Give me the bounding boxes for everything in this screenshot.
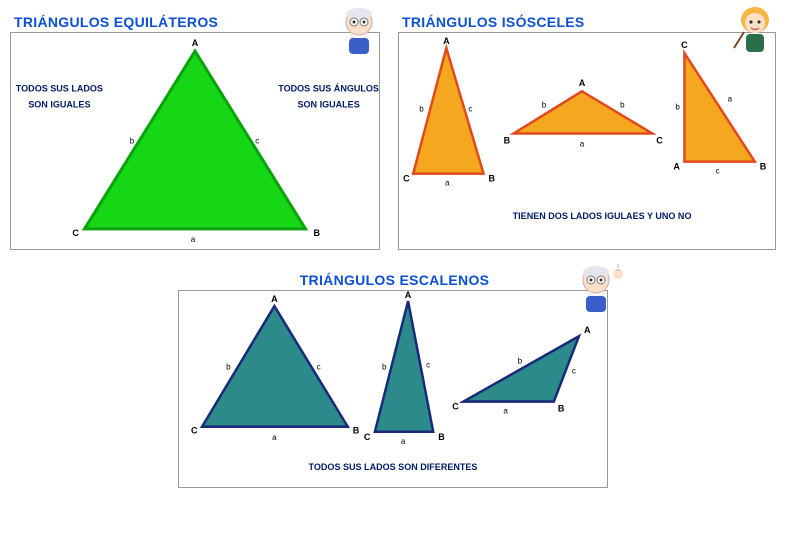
scalene-title: TRIÁNGULOS ESCALENOS — [182, 272, 608, 288]
sca2-C: C — [363, 432, 370, 442]
eq-left-l2: SON IGUALES — [28, 99, 90, 109]
iso3-A: A — [673, 162, 680, 172]
iso1-B: B — [489, 174, 496, 184]
iso3-c: c — [716, 167, 720, 176]
iso2-b1: b — [542, 100, 547, 109]
eq-sb: b — [130, 137, 135, 146]
iso1-b: b — [419, 104, 424, 113]
eq-vA: A — [192, 38, 199, 48]
iso2-b2: b — [620, 100, 625, 109]
iso2-a: a — [580, 140, 585, 149]
sca1-C: C — [190, 426, 197, 436]
eq-sa: a — [191, 235, 196, 244]
professor-mascot-icon — [332, 2, 386, 56]
eq-right-l2: SON IGUALES — [298, 99, 360, 109]
iso-tri-3 — [684, 53, 754, 162]
iso2-C: C — [656, 136, 663, 146]
iso3-C: C — [681, 40, 688, 50]
sca-caption: TODOS SUS LADOS SON DIFERENTES — [308, 462, 477, 472]
iso1-c: c — [468, 104, 472, 113]
iso-tri-1 — [413, 48, 483, 174]
girl-mascot-icon — [728, 2, 782, 56]
sca3-A: A — [583, 325, 590, 335]
sca1-a: a — [272, 433, 277, 442]
sca-tri-1 — [202, 306, 348, 427]
sca3-a: a — [503, 407, 508, 416]
iso2-A: A — [579, 78, 586, 88]
sca1-b: b — [226, 362, 231, 371]
iso-caption: TIENEN DOS LADOS IGULAES Y UNO NO — [513, 211, 692, 221]
sca1-c: c — [316, 362, 320, 371]
iso1-C: C — [403, 174, 410, 184]
equilateral-panel: TODOS SUS LADOS SON IGUALES TODOS SUS ÁN… — [10, 32, 380, 250]
sca2-A: A — [404, 291, 411, 300]
eq-right-l1: TODOS SUS ÁNGULOS — [278, 83, 379, 93]
sca2-B: B — [438, 432, 445, 442]
eq-left-l1: TODOS SUS LADOS — [16, 83, 103, 93]
iso1-a: a — [445, 179, 450, 188]
iso-tri-2 — [514, 91, 653, 133]
scalene-panel: A B C a b c A B C a b c A B C a b — [178, 290, 608, 488]
professor-mascot-icon-2 — [572, 260, 626, 314]
iso3-a: a — [728, 94, 733, 103]
equilateral-triangle — [84, 51, 305, 229]
sca3-b: b — [517, 356, 522, 365]
sca-tri-3 — [463, 336, 579, 401]
sca2-b: b — [381, 362, 386, 371]
sca2-a: a — [400, 437, 405, 446]
equilateral-title: TRIÁNGULOS EQUILÁTEROS — [14, 14, 380, 30]
eq-sc: c — [255, 137, 259, 146]
eq-vC: C — [72, 228, 79, 238]
iso3-b: b — [675, 102, 680, 111]
sca3-c: c — [571, 366, 575, 375]
sca3-C: C — [452, 402, 459, 412]
isosceles-title: TRIÁNGULOS ISÓSCELES — [402, 14, 776, 30]
sca1-B: B — [352, 426, 359, 436]
sca3-B: B — [557, 404, 564, 414]
iso3-B: B — [760, 162, 767, 172]
isosceles-panel: A B C a b c A B C a b b C B A b a — [398, 32, 776, 250]
sca1-A: A — [271, 294, 278, 304]
sca2-c: c — [426, 360, 430, 369]
iso2-B: B — [504, 136, 511, 146]
iso1-A: A — [443, 36, 450, 46]
eq-vB: B — [314, 228, 321, 238]
